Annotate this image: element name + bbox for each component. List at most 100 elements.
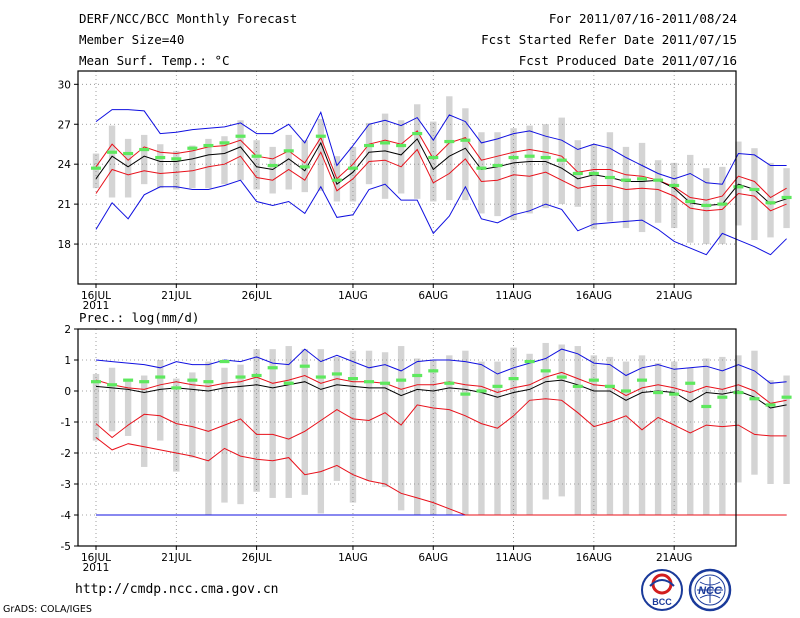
bcc-logo-icon: BCC (641, 569, 683, 611)
ensemble-box (542, 342, 549, 500)
observed-marker (476, 389, 487, 393)
ensemble-box (381, 113, 389, 199)
ensemble-box (622, 146, 630, 229)
observed-marker (428, 155, 439, 160)
observed-marker (364, 143, 375, 148)
ensemble-box (767, 380, 774, 484)
fcst-started-date: Fcst Started Refer Date 2011/07/15 (481, 32, 737, 47)
observed-marker (171, 386, 182, 390)
observed-marker (540, 155, 551, 160)
ensemble-box (478, 361, 485, 515)
observed-marker (219, 141, 230, 145)
ensemble-box (317, 118, 325, 191)
ensemble-box (703, 358, 710, 515)
ensemble-box (333, 356, 341, 481)
ensemble-box (751, 350, 758, 475)
observed-marker (123, 378, 134, 382)
ensemble-box (237, 120, 244, 181)
ensemble-box (542, 124, 549, 209)
observed-marker (299, 364, 310, 368)
ensemble-box (526, 353, 533, 515)
ensemble-box (687, 367, 694, 515)
observed-marker (556, 158, 567, 162)
observed-marker (653, 178, 664, 182)
ensemble-box (124, 138, 132, 198)
x-tick-label: 21JUL (161, 290, 191, 302)
ensemble-box (446, 96, 453, 201)
observed-marker (572, 384, 583, 388)
observed-marker (492, 163, 503, 168)
observed-marker (444, 381, 455, 385)
observed-marker (139, 380, 150, 384)
observed-marker (412, 373, 423, 378)
observed-marker (347, 166, 358, 170)
plot-frame (77, 328, 737, 547)
observed-marker (331, 178, 342, 182)
observed-marker (733, 185, 744, 189)
ensemble-max-line (95, 109, 787, 185)
observed-marker (460, 138, 471, 142)
observed-marker (364, 380, 375, 384)
ensemble-box (751, 148, 758, 241)
observed-marker (685, 381, 696, 385)
ensemble-box (397, 346, 405, 511)
ensemble-box (269, 146, 276, 194)
x-year-label: 2011 (83, 562, 110, 574)
x-tick-label: 16AUG (576, 552, 612, 564)
observed-marker (331, 372, 342, 376)
ensemble-box (510, 128, 517, 221)
observed-marker (669, 392, 680, 396)
ncc-logo-icon: NCC (688, 568, 732, 612)
ensemble-min-line (95, 179, 787, 256)
x-tick-label: 1AUG (338, 290, 368, 302)
spread-lower-line (95, 398, 787, 440)
x-tick-label: 16JUL (81, 290, 111, 302)
observed-marker (107, 150, 118, 154)
observed-marker (203, 380, 214, 384)
precip-title: Prec.: log(mm/d) (79, 310, 199, 325)
spread-lower-line (95, 148, 787, 212)
ensemble-box (622, 361, 630, 515)
observed-marker (155, 155, 166, 160)
y-tick-label: -3 (61, 479, 71, 491)
observed-marker (765, 403, 776, 407)
observed-marker (781, 195, 792, 200)
observed-marker (123, 151, 134, 156)
observed-marker (283, 381, 294, 385)
observed-marker (701, 203, 712, 208)
observed-marker (347, 377, 358, 381)
x-tick-label: 6AUG (418, 552, 448, 564)
observed-marker (717, 395, 728, 399)
source-url[interactable]: http://cmdp.ncc.cma.gov.cn (75, 582, 279, 597)
observed-marker (733, 390, 744, 395)
ensemble-box (414, 104, 421, 199)
observed-marker (267, 366, 278, 370)
observed-marker (781, 395, 792, 399)
ensemble-box (767, 162, 774, 238)
ensemble-box (526, 125, 533, 214)
observed-marker (492, 384, 503, 388)
ensemble-box (735, 355, 742, 483)
ensemble-box (140, 375, 148, 467)
x-tick-label: 21AUG (656, 552, 692, 564)
observed-marker (171, 157, 182, 161)
observed-marker (428, 369, 439, 373)
ensemble-box (221, 367, 228, 503)
observed-marker (669, 183, 680, 188)
spread-upper-line (95, 371, 787, 404)
ensemble-box (462, 350, 469, 515)
observed-marker (588, 378, 599, 382)
observed-marker (380, 141, 391, 145)
ensemble-box (430, 121, 437, 202)
observed-marker (396, 378, 407, 382)
observed-marker (91, 166, 101, 170)
y-tick-label: -4 (61, 510, 72, 522)
ensemble-box (590, 144, 598, 230)
ensemble-mean-line (95, 379, 787, 409)
observed-marker (380, 381, 391, 385)
observed-marker (107, 383, 118, 387)
observed-marker (460, 392, 471, 396)
header-left: DERF/NCC/BCC Monthly Forecast Member Siz… (79, 11, 297, 74)
ensemble-box (670, 361, 678, 515)
